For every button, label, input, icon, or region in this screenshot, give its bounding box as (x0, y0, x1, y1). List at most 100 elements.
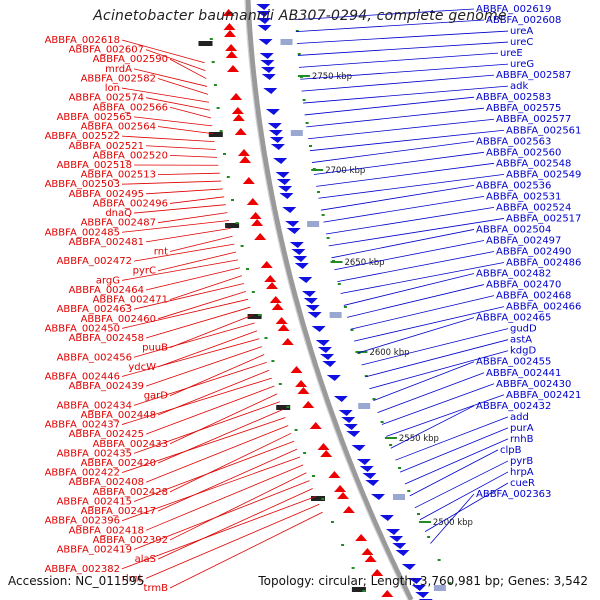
right-leader-lines (295, 8, 509, 544)
left-leader-line (157, 212, 228, 224)
right-leader-line (424, 482, 509, 532)
reverse-gene-glyph (295, 380, 308, 387)
right-gene-label: ABBFA_002549 (506, 169, 581, 180)
left-gene-label: ABBFA_002522 (45, 131, 120, 142)
right-gene-label: pyrB (510, 456, 533, 467)
left-leader-line (121, 496, 317, 570)
left-gene-label: ABBFA_002495 (69, 189, 144, 200)
right-leader-line (350, 295, 495, 330)
forward-gene-glyph (298, 277, 313, 283)
left-leader-line (145, 346, 262, 387)
right-gene-label: astA (510, 335, 532, 346)
forward-gene-glyph (317, 347, 332, 353)
left-leader-line (169, 106, 212, 119)
minor-tick (302, 99, 306, 101)
right-leader-line (295, 8, 475, 21)
right-leader-line (316, 162, 495, 187)
forward-gene-glyph (411, 585, 426, 591)
minor-tick (305, 122, 309, 124)
reverse-gene-glyph (239, 156, 252, 163)
left-gene-label: ABBFA_002382 (45, 564, 120, 575)
reverse-gene-glyph (246, 198, 259, 205)
minor-tick (437, 559, 441, 561)
left-leader-line (145, 267, 240, 291)
minor-tick (351, 567, 355, 569)
right-leader-line (308, 118, 495, 140)
left-leader-line (169, 393, 278, 445)
left-leader-line (169, 314, 253, 349)
left-gene-label: ABBFA_002574 (69, 93, 144, 104)
right-leader-line (399, 427, 509, 473)
minor-tick (312, 168, 316, 170)
right-leader-line (334, 240, 485, 271)
right-leader-line (297, 41, 509, 56)
left-leader-line (145, 425, 289, 483)
genome-summary: Topology: circular; Length: 3,760,981 bp… (258, 574, 588, 588)
reverse-gene-glyph (371, 569, 384, 576)
left-leader-line (121, 259, 239, 281)
left-gene-label: ABBFA_002564 (81, 122, 156, 133)
forward-gene-glyph (326, 375, 341, 381)
right-gene-label: cueR (510, 478, 535, 489)
left-leader-line (157, 409, 283, 464)
right-leader-line (320, 184, 475, 211)
reverse-gene-glyph (222, 9, 235, 16)
left-gene-label: ABBFA_002392 (93, 535, 168, 546)
forward-gene-glyph (322, 361, 337, 367)
feature-block (307, 221, 320, 227)
left-gene-label: ABBFA_002425 (69, 429, 144, 440)
left-gene-label: ABBFA_002565 (57, 112, 132, 123)
forward-gene-glyph (320, 354, 335, 360)
right-gene-label: ABBFA_002490 (496, 247, 571, 258)
left-gene-label: ABBFA_002513 (81, 170, 156, 181)
forward-gene-glyph (401, 564, 416, 570)
left-gene-label: ABBFA_002433 (93, 439, 168, 450)
minor-tick (427, 536, 431, 538)
left-gene-label: ABBFA_002582 (81, 73, 156, 84)
reverse-gene-glyph (290, 366, 303, 373)
forward-gene-glyph (392, 543, 407, 549)
minor-tick (332, 260, 335, 262)
forward-gene-glyph (270, 144, 285, 150)
reverse-gene-glyph (237, 149, 250, 156)
left-leader-line (145, 306, 251, 339)
left-leader-line (169, 472, 307, 541)
minor-tick (264, 337, 268, 339)
forward-gene-glyph (351, 445, 366, 451)
left-gene-label: ABBFA_002607 (69, 45, 144, 56)
left-leader-lines (121, 39, 323, 589)
minor-tick (219, 130, 223, 132)
right-leader-line (386, 394, 505, 437)
right-leader-line (309, 129, 505, 152)
minor-tick (278, 383, 282, 385)
reverse-gene-glyph (232, 114, 245, 121)
right-gene-label: ABBFA_002466 (506, 302, 581, 313)
right-gene-label: ABBFA_002482 (476, 269, 551, 280)
minor-tick (364, 375, 368, 377)
left-gene-label: ABBFA_002520 (93, 150, 168, 161)
left-leader-line (133, 322, 255, 358)
minor-tick (223, 153, 226, 155)
left-leader-line (133, 361, 267, 406)
minor-tick (350, 329, 354, 331)
forward-gene-glyph (408, 578, 423, 584)
forward-gene-glyph (260, 60, 275, 66)
reverse-gene-glyph (251, 219, 264, 226)
left-gene-label: ABBFA_002487 (81, 218, 156, 229)
right-leader-line (306, 107, 485, 128)
forward-gene-glyph (333, 396, 348, 402)
right-leader-line (304, 96, 475, 116)
minor-tick (398, 467, 401, 469)
forward-gene-glyph (370, 494, 385, 500)
reverse-gene-glyph (297, 387, 310, 394)
reverse-gene-glyph (225, 44, 238, 51)
right-leader-line (419, 471, 509, 521)
reverse-gene-glyph (275, 317, 288, 324)
left-gene-label: dnaQ (105, 208, 132, 219)
right-leader-line (373, 361, 475, 402)
reverse-gene-glyph (223, 30, 236, 37)
right-gene-label: ABBFA_002531 (486, 191, 561, 202)
left-gene-label: ABBFA_002458 (69, 333, 144, 344)
right-gene-label: ABBFA_002577 (496, 114, 571, 125)
reverse-gene-glyph (249, 212, 262, 219)
